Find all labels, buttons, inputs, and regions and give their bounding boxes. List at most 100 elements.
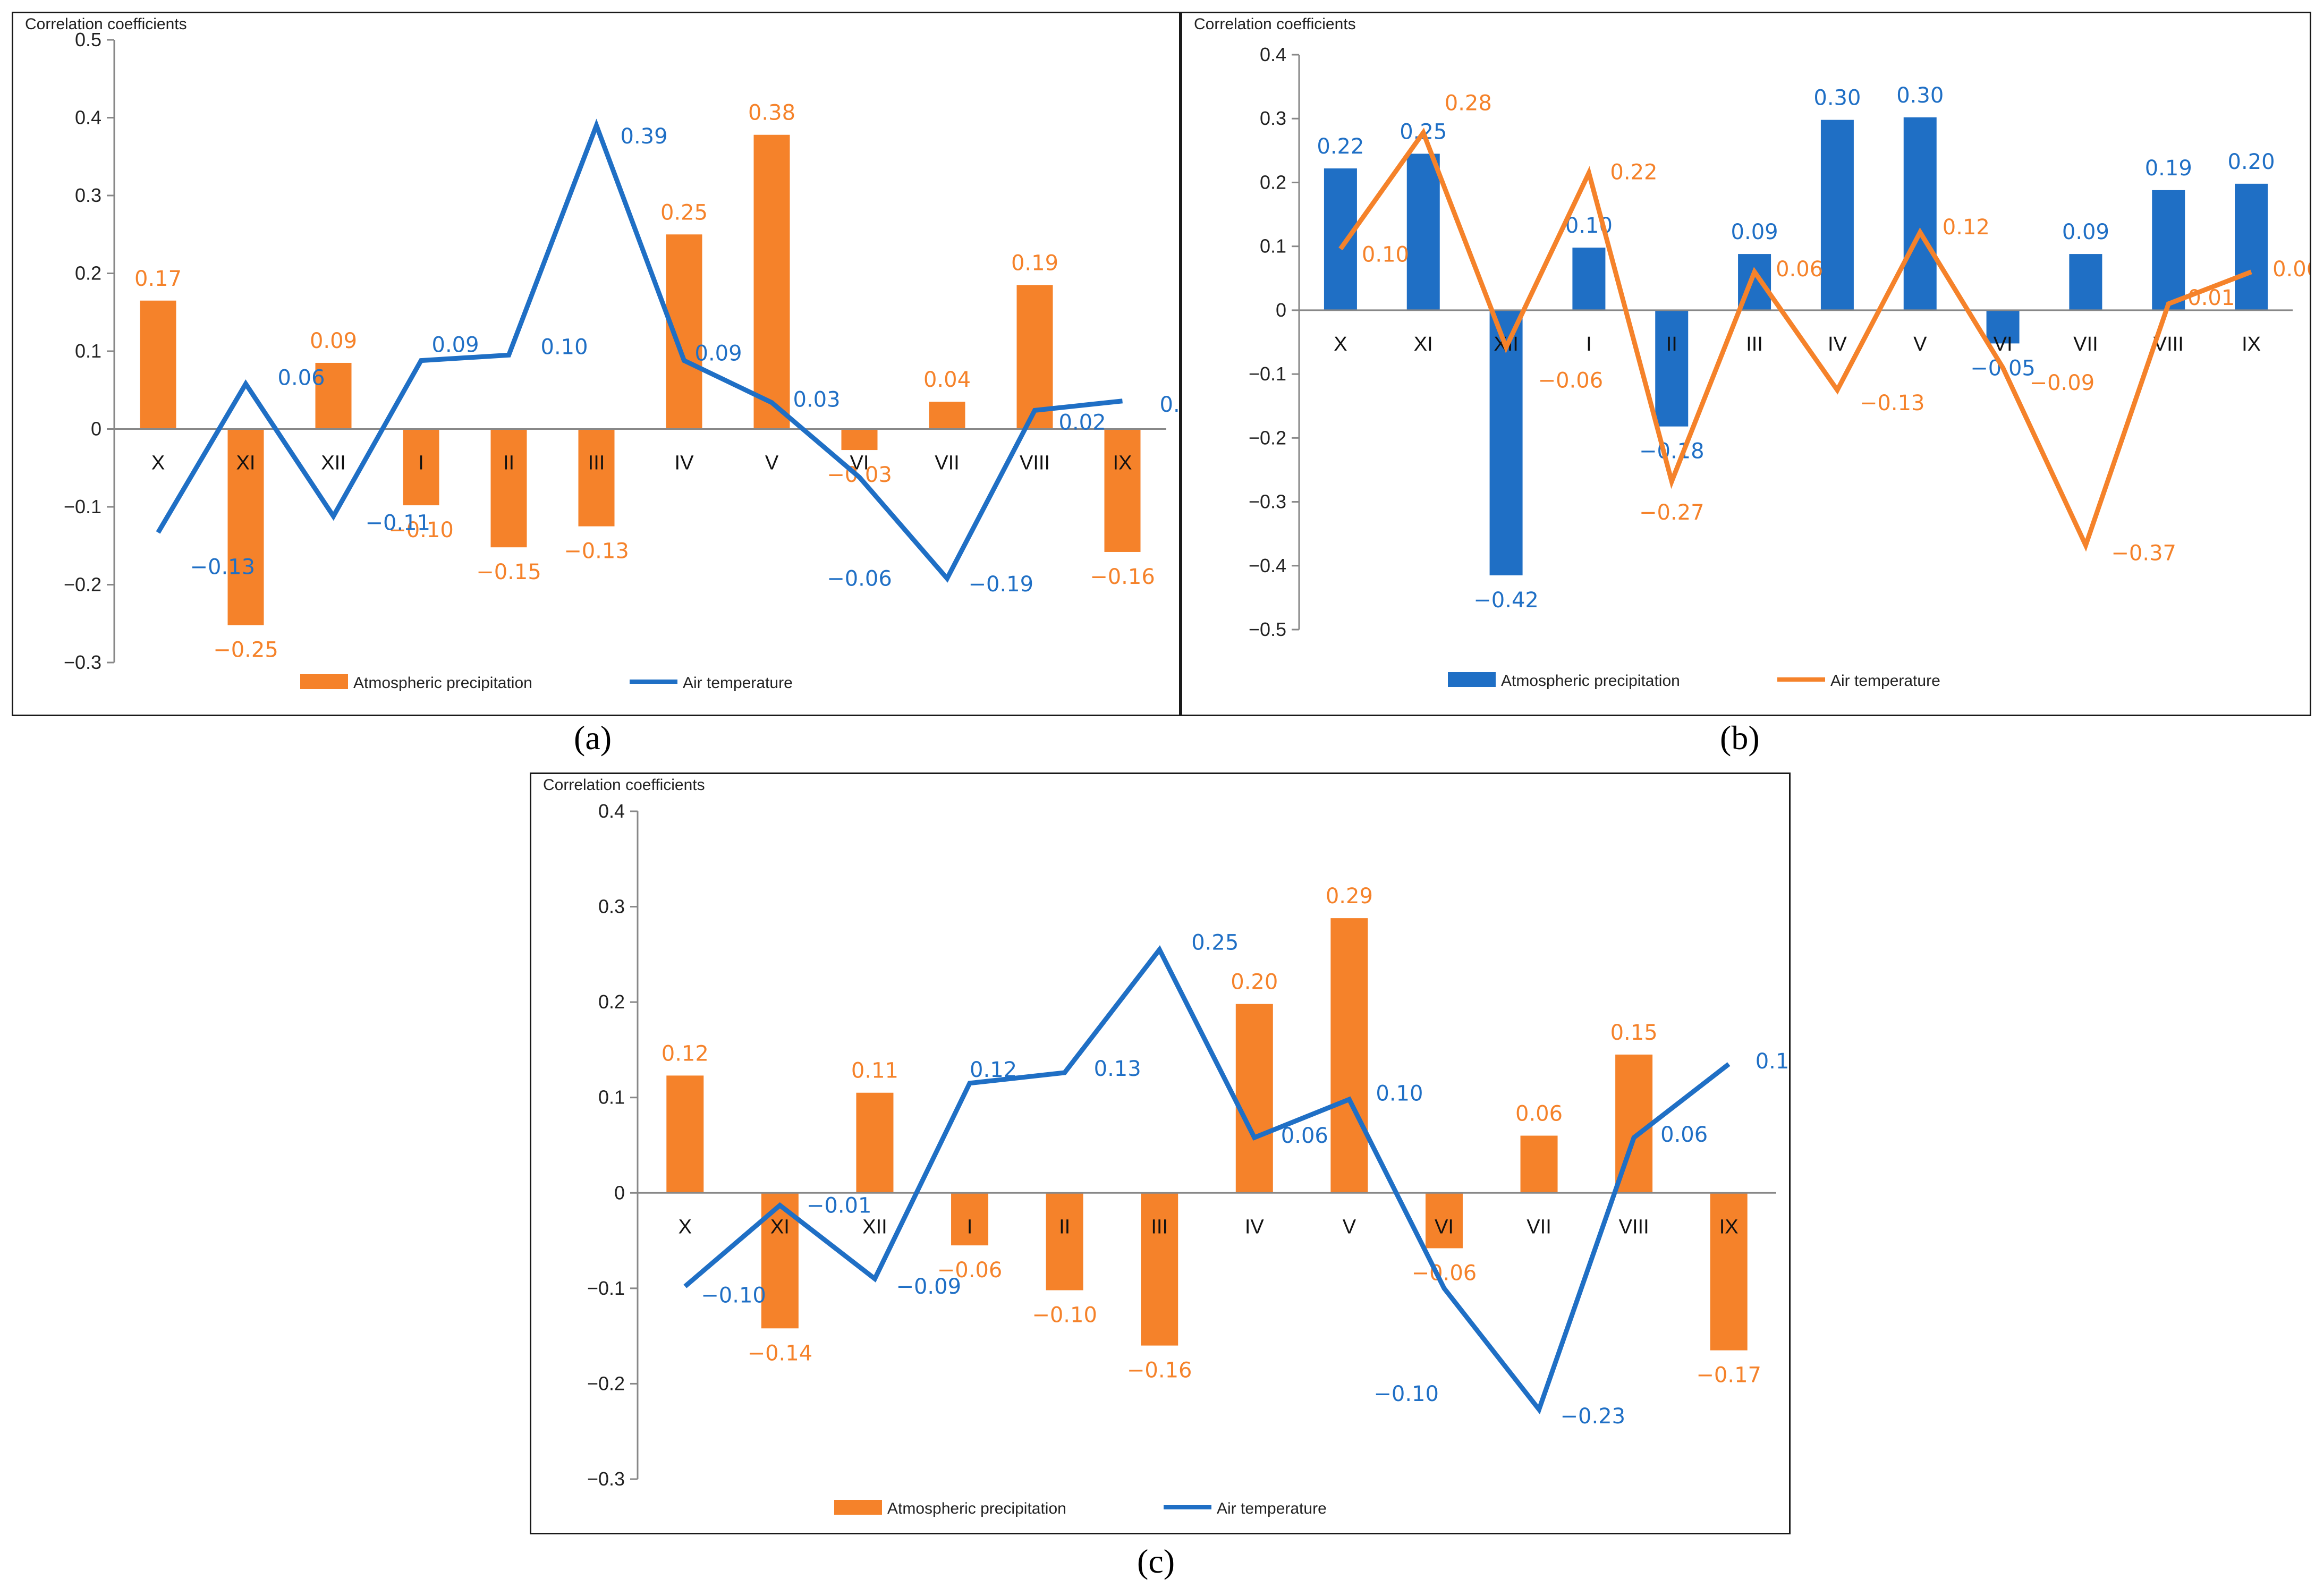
bar-VI (1986, 310, 2020, 344)
chart-legend: Atmospheric precipitation Air temperature (1448, 672, 1940, 690)
line-data-label: 0.06 (2272, 257, 2310, 282)
y-tick-label: 0.4 (75, 107, 101, 129)
bar-VII (1520, 1135, 1558, 1193)
bar-VI (841, 429, 878, 451)
bar-data-label: −0.15 (476, 560, 541, 584)
chart-panel-c: Correlation coefficients −0.3 −0.2 −0.1 0 0.1… (530, 772, 1791, 1534)
y-tick-label: 0.3 (598, 896, 625, 918)
bar-data-label: 0.17 (134, 267, 182, 291)
y-tick-label: 0.2 (1260, 171, 1286, 193)
legend-swatch-precipitation (834, 1500, 882, 1515)
bar-data-label: 0.30 (1813, 86, 1861, 111)
bar-I (403, 429, 439, 506)
x-category-label: X (1334, 333, 1347, 355)
legend-label-precipitation: Atmospheric precipitation (1501, 672, 1680, 690)
x-category-label: V (1913, 333, 1927, 355)
line-data-label: −0.13 (1860, 391, 1925, 415)
y-tick-label: −0.2 (1249, 427, 1286, 448)
x-category-label: VII (935, 452, 959, 474)
line-data-label: 0.10 (1362, 242, 1409, 267)
x-category-label: XII (321, 452, 345, 474)
line-data-label: −0.09 (896, 1275, 961, 1299)
bar-data-label: 0.29 (1326, 884, 1373, 909)
bar-data-label: 0.38 (748, 101, 795, 125)
x-category-label: IV (1245, 1216, 1265, 1238)
line-data-label: 0.13 (1094, 1057, 1141, 1081)
y-tick-label: −0.3 (587, 1468, 625, 1490)
bar-data-label: −0.14 (748, 1341, 813, 1365)
x-category-label: XI (770, 1216, 790, 1238)
legend-label-temperature: Air temperature (1217, 1500, 1327, 1517)
bar-I (1572, 248, 1606, 310)
y-tick-label: −0.4 (1249, 555, 1286, 576)
bar-VII (929, 402, 965, 429)
x-category-label: IV (1828, 333, 1847, 355)
bar-IX (1710, 1193, 1748, 1351)
bar-XII (1489, 310, 1523, 575)
y-tick-label: −0.1 (587, 1277, 625, 1299)
y-axis-title: Correlation coefficients (25, 15, 187, 33)
y-tick-label: 0.2 (75, 262, 101, 284)
line-data-label: 0.39 (621, 124, 668, 149)
bar-data-label: 0.25 (660, 200, 708, 225)
x-category-label: X (151, 452, 165, 474)
x-category-label: I (1586, 333, 1592, 355)
bar-data-label: 0.22 (1317, 134, 1364, 159)
x-category-label: II (1666, 333, 1677, 355)
bar-data-label: −0.16 (1090, 565, 1155, 589)
chart-legend: Atmospheric precipitation Air temperature (300, 674, 793, 692)
y-tick-label: 0.3 (1260, 107, 1286, 129)
x-category-label: XI (1414, 333, 1433, 355)
x-category-label: XII (862, 1216, 887, 1238)
bar-XI (227, 429, 264, 625)
chart-svg-b: Correlation coefficients −0.5 −0.4 −0.3 −0.2… (1194, 15, 2310, 690)
chart-svg-c: Correlation coefficients−0.3−0.2−0.100.1… (543, 776, 1789, 1517)
x-category-label: VI (1994, 333, 2013, 355)
bar-data-label: 0.30 (1896, 83, 1944, 108)
bar-X (666, 1075, 704, 1193)
caption-b: (b) (1720, 719, 1760, 757)
chart-panel-a: Correlation coefficients −0.3 −0.2 −0.1 0 0.1… (12, 12, 1181, 716)
line-data-label: −0.01 (807, 1194, 872, 1218)
line-data-label: 0.10 (541, 335, 588, 359)
y-tick-label: 0.3 (75, 184, 101, 206)
bar-data-label: 0.04 (923, 368, 971, 392)
bar-data-label: −0.42 (1473, 588, 1539, 613)
x-category-label: VI (1435, 1216, 1454, 1238)
bar-II (490, 429, 527, 548)
x-category-label: X (679, 1216, 692, 1238)
y-tick-label: 0.5 (75, 29, 101, 50)
bar-XII (315, 362, 352, 429)
bar-XII (856, 1092, 894, 1193)
bar-data-label: 0.11 (851, 1059, 898, 1083)
air-temperature-line (1338, 128, 2252, 552)
y-tick-label: −0.5 (1249, 618, 1286, 640)
bar-V (1330, 918, 1368, 1193)
line-data-label: −0.27 (1639, 500, 1705, 525)
bar-data-label: 0.09 (310, 329, 357, 353)
line-data-label: 0.28 (1445, 91, 1492, 116)
bar-data-label: −0.18 (1639, 439, 1705, 464)
y-tick-label: 0 (614, 1182, 625, 1203)
air-temperature-line (683, 945, 1731, 1415)
legend-label-temperature: Air temperature (683, 674, 793, 692)
y-axis-title: Correlation coefficients (543, 776, 705, 794)
x-category-label: VIII (1020, 452, 1050, 474)
bar-V (753, 134, 790, 429)
x-category-label: XI (236, 452, 256, 474)
chart-legend: Atmospheric precipitation Air temperature (834, 1500, 1327, 1517)
bar-data-label: −0.06 (937, 1258, 1003, 1283)
line-data-label: 0.06 (278, 366, 325, 390)
bar-data-label: 0.19 (2145, 156, 2192, 181)
y-tick-label: 0.4 (598, 800, 625, 822)
x-category-label: I (967, 1216, 973, 1238)
x-category-label: VII (1527, 1216, 1551, 1238)
line-data-label: 0.25 (1191, 930, 1239, 955)
line-data-label: 0.22 (1610, 160, 1657, 184)
bar-data-label: −0.10 (388, 518, 454, 542)
x-category-label: V (1343, 1216, 1356, 1238)
bar-III (1141, 1193, 1178, 1346)
bar-data-label: −0.16 (1127, 1359, 1192, 1383)
bar-data-label: 0.09 (2062, 220, 2109, 244)
line-data-label: −0.09 (2030, 371, 2095, 395)
